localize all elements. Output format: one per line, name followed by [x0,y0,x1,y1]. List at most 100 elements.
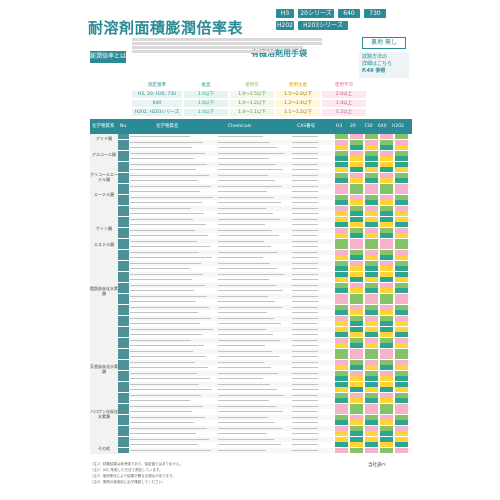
text-placeholder [218,383,270,385]
rating-cell [349,145,363,151]
row-en-cell [218,261,290,266]
table-row [118,134,412,140]
text-placeholder [218,444,281,445]
table-row [118,392,412,398]
legend-value: 1.0〜1.1以下 [230,109,274,116]
table-row [118,370,412,376]
header-jp-name: 化学物質名 [156,124,179,129]
rating-cell [394,189,408,195]
legend-value: 2.0以上 [322,91,366,98]
row-en-cell [218,211,290,216]
table-row [118,139,412,145]
text-placeholder [218,273,284,275]
rating-cell [349,403,363,409]
legend-row-label: 640 [132,100,182,107]
text-placeholder [130,411,192,412]
row-en-cell [218,167,290,172]
row-number-cell [118,288,129,294]
text-placeholder [218,427,282,429]
rating-cell [364,277,378,283]
legend-value: 1.2以上 [322,109,366,116]
row-cas-cell [292,442,332,447]
table-row [118,211,412,217]
row-jp-cell [130,222,216,227]
rating-cell [349,431,363,437]
category-label: その他 [98,446,110,451]
table-row [118,216,412,222]
rating-cell [394,315,408,321]
header-chemicals: Chemicals [228,124,252,129]
row-cas-cell [292,371,332,376]
rating-cell [334,447,348,453]
text-placeholder [218,196,274,198]
rating-cell [334,244,348,250]
rating-cell [349,183,363,189]
row-en-cell [218,283,290,288]
rating-cell [364,145,378,151]
category-label: アルコール類 [92,152,116,157]
text-placeholder [292,400,318,401]
series-tag: H3 [276,9,294,18]
row-cas-cell [292,184,332,189]
row-en-cell [218,437,290,442]
rating-cell [334,431,348,437]
text-placeholder [292,246,318,247]
rating-cell [334,359,348,365]
table-row [118,332,412,338]
row-number-cell [118,249,129,255]
header-730: 730 [364,124,373,129]
category-label: グリコールエーテル類 [90,172,118,182]
row-cas-cell [292,140,332,145]
row-en-cell [218,233,290,238]
footnote: （注4）実際の使用前に必ず確認してください。 [90,480,166,484]
rating-cell [334,420,348,426]
row-cas-cell [292,211,332,216]
row-number-cell [118,271,129,277]
row-cas-cell [292,426,332,431]
rating-cell [349,134,363,140]
test-method-link[interactable]: P.49 参照 [362,68,386,74]
row-en-cell [218,162,290,167]
text-placeholder [218,169,283,170]
text-placeholder [218,394,284,396]
row-number-cell [118,436,129,442]
rating-cell [379,354,393,360]
table-row [118,260,412,266]
text-placeholder [292,218,318,220]
row-cas-cell [292,200,332,205]
text-placeholder [130,246,210,247]
text-placeholder [292,273,318,275]
rating-cell [349,293,363,299]
rating-cell [379,436,393,442]
table-row [118,414,412,420]
rating-cell [364,200,378,206]
rating-cell [394,310,408,316]
footnote: （注3）使用条件により結果が異なる場合があります。 [90,474,176,478]
rating-cell [379,392,393,398]
rating-cell [349,304,363,310]
row-jp-cell [130,387,216,392]
row-jp-cell [130,211,216,216]
table-row [118,293,412,299]
rating-cell [379,249,393,255]
row-jp-cell [130,244,216,249]
text-placeholder [130,152,205,154]
rating-cell [394,337,408,343]
row-cas-cell [292,310,332,315]
rating-cell [394,249,408,255]
text-placeholder [218,202,281,203]
text-placeholder [218,334,273,335]
row-jp-cell [130,167,216,172]
row-number-cell [118,381,129,387]
text-placeholder [218,433,267,434]
text-placeholder [130,163,207,165]
text-placeholder [218,422,275,423]
row-jp-cell [130,310,216,315]
row-en-cell [218,140,290,145]
table-row [118,282,412,288]
rating-cell [394,277,408,283]
row-number-cell [118,387,129,393]
table-row [118,354,412,360]
text-placeholder [130,180,198,181]
